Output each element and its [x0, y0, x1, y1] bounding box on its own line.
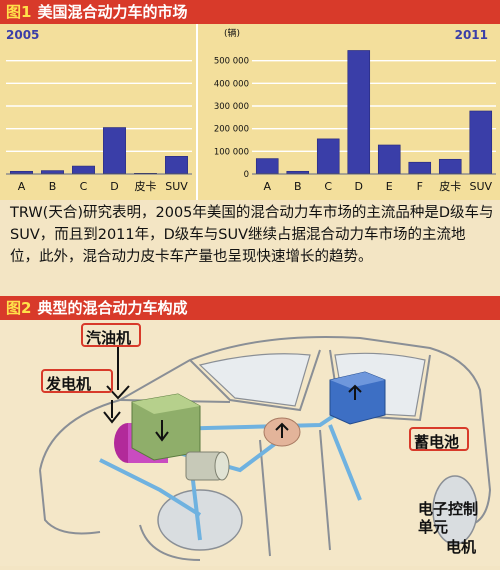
- tick-label-2005-3: D: [110, 180, 118, 193]
- generator-label: 发电机: [46, 375, 92, 393]
- car-illustration: [39, 323, 492, 561]
- bar-2005-5: [165, 156, 188, 175]
- y-tick-label-1: 100 000: [214, 147, 249, 157]
- tick-label-2005-4: 皮卡: [135, 180, 157, 193]
- chart-title-2005: 2005: [6, 28, 39, 42]
- tick-label-2005-5: SUV: [165, 180, 188, 193]
- bar-2011-0: [255, 158, 279, 175]
- bar-2011-3: [347, 50, 371, 175]
- y-axis-unit: (辆): [224, 27, 240, 39]
- figure2-tag: 图2: [6, 299, 32, 317]
- chart-title-2011: 2011: [455, 28, 488, 42]
- battery-label: 蓄电池: [414, 433, 460, 451]
- figure1-title: 美国混合动力车的市场: [37, 3, 188, 21]
- motor-label: 电机: [446, 538, 477, 556]
- y-tick-label-4: 400 000: [214, 79, 249, 89]
- market-chart: 2005 A B C D 皮卡 SUV 2011 A B C D E F 皮卡 SUV 0 100 000 200 …: [0, 24, 500, 200]
- bar-2011-4: [377, 144, 401, 175]
- tick-label-2011-7: SUV: [469, 180, 492, 193]
- tick-label-2011-5: F: [417, 180, 423, 193]
- bar-2011-5: [408, 161, 432, 175]
- ecu-label-line1: 电子控制: [418, 500, 479, 518]
- tick-label-2011-4: E: [386, 180, 393, 193]
- chart-2005-panel: [0, 24, 196, 200]
- figure2-header: 图2 典型的混合动力车构成: [0, 296, 500, 320]
- tick-label-2005-0: A: [18, 180, 26, 193]
- bar-2005-3: [103, 127, 126, 175]
- tick-label-2005-1: B: [49, 180, 57, 193]
- figure1-header: 图1 美国混合动力车的市场: [0, 0, 500, 24]
- tick-label-2011-6: 皮卡: [439, 180, 461, 193]
- figure1-tag: 图1: [6, 3, 32, 21]
- figure1-description: TRW(天合)研究表明，2005年美国的混合动力车市场的主流品种是D级车与SUV…: [10, 205, 494, 265]
- y-tick-label-5: 500 000: [214, 57, 249, 67]
- engine-label: 汽油机: [86, 329, 132, 347]
- tick-label-2011-1: B: [294, 180, 302, 193]
- tick-label-2011-0: A: [263, 180, 271, 193]
- tick-label-2011-3: D: [355, 180, 363, 193]
- y-tick-label-0: 0: [244, 170, 249, 180]
- ecu-label-line2: 单元: [418, 518, 449, 536]
- y-tick-label-2: 200 000: [214, 125, 249, 135]
- y-tick-label-3: 300 000: [214, 102, 249, 112]
- bar-2005-1: [41, 170, 64, 175]
- tick-label-2005-2: C: [80, 180, 88, 193]
- bar-2011-6: [438, 158, 462, 175]
- hybrid-car-diagram: 汽油机 发电机 蓄电池 电子控制 单元 电机: [0, 320, 500, 566]
- tick-label-2011-2: C: [324, 180, 332, 193]
- figure2-title: 典型的混合动力车构成: [37, 299, 188, 317]
- bar-2011-2: [316, 138, 340, 175]
- bar-2005-2: [72, 165, 95, 175]
- bar-2011-7: [469, 110, 493, 175]
